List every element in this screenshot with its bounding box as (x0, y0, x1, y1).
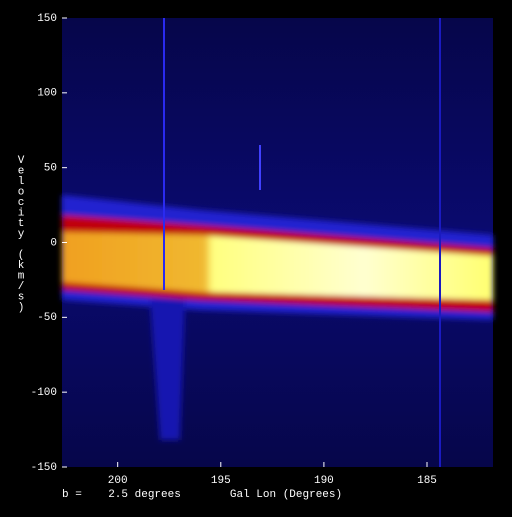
y-tick-label: -150 (31, 462, 57, 474)
y-tick-label: -50 (37, 312, 57, 324)
annotation: b = 2.5 degrees (62, 489, 181, 501)
x-tick-label: 200 (108, 475, 128, 487)
y-tick-label: 50 (44, 163, 57, 175)
x-tick-label: 195 (211, 475, 231, 487)
x-tick-label: 185 (417, 475, 437, 487)
x-tick-label: 190 (314, 475, 334, 487)
axes: 150 100 50 0 -50 -100 -150 200 195 190 185 (31, 13, 437, 487)
heatmap-image (62, 18, 493, 467)
y-tick-label: 150 (37, 13, 57, 25)
y-tick-label: 0 (50, 237, 57, 249)
y-tick-label: -100 (31, 387, 57, 399)
x-axis-label: Gal Lon (Degrees) (230, 489, 342, 501)
y-tick-label: 100 (37, 88, 57, 100)
